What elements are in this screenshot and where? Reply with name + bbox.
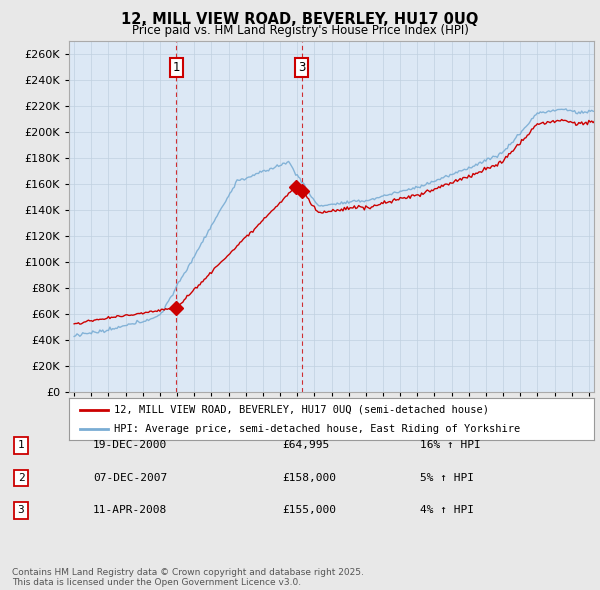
Text: 3: 3 xyxy=(17,506,25,515)
Text: 19-DEC-2000: 19-DEC-2000 xyxy=(93,441,167,450)
Text: 12, MILL VIEW ROAD, BEVERLEY, HU17 0UQ: 12, MILL VIEW ROAD, BEVERLEY, HU17 0UQ xyxy=(121,12,479,27)
Text: HPI: Average price, semi-detached house, East Riding of Yorkshire: HPI: Average price, semi-detached house,… xyxy=(113,424,520,434)
Text: £158,000: £158,000 xyxy=(282,473,336,483)
Text: 1: 1 xyxy=(173,61,180,74)
Text: 4% ↑ HPI: 4% ↑ HPI xyxy=(420,506,474,515)
Text: Contains HM Land Registry data © Crown copyright and database right 2025.
This d: Contains HM Land Registry data © Crown c… xyxy=(12,568,364,587)
Text: 12, MILL VIEW ROAD, BEVERLEY, HU17 0UQ (semi-detached house): 12, MILL VIEW ROAD, BEVERLEY, HU17 0UQ (… xyxy=(113,405,488,415)
Text: 11-APR-2008: 11-APR-2008 xyxy=(93,506,167,515)
Text: 07-DEC-2007: 07-DEC-2007 xyxy=(93,473,167,483)
Text: 1: 1 xyxy=(17,441,25,450)
Text: 5% ↑ HPI: 5% ↑ HPI xyxy=(420,473,474,483)
Text: 16% ↑ HPI: 16% ↑ HPI xyxy=(420,441,481,450)
Text: 3: 3 xyxy=(298,61,305,74)
Text: Price paid vs. HM Land Registry's House Price Index (HPI): Price paid vs. HM Land Registry's House … xyxy=(131,24,469,37)
Text: £155,000: £155,000 xyxy=(282,506,336,515)
Text: £64,995: £64,995 xyxy=(282,441,329,450)
Text: 2: 2 xyxy=(17,473,25,483)
